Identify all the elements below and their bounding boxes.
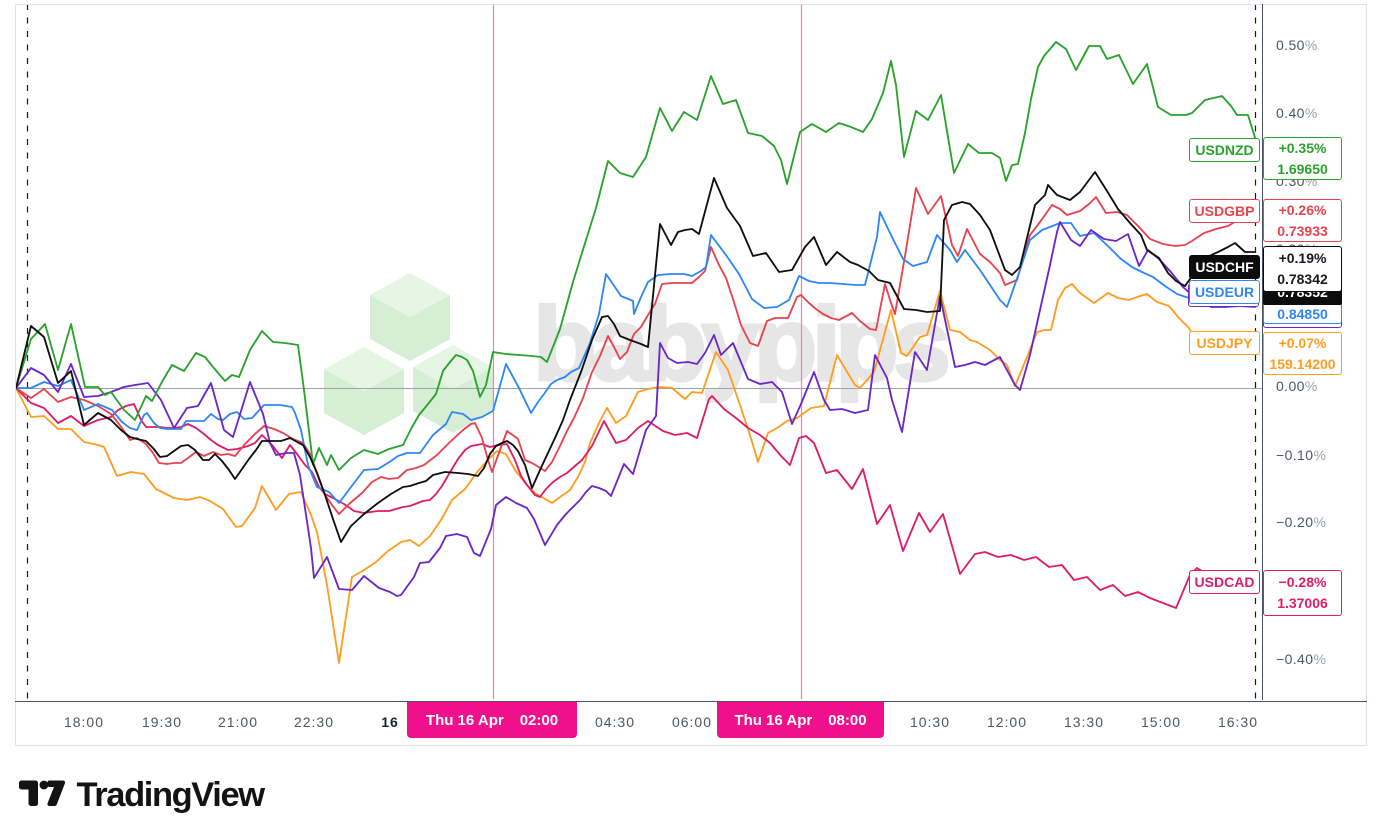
svg-text:TradingView: TradingView xyxy=(77,776,266,814)
svg-text:babypips: babypips xyxy=(533,287,947,403)
